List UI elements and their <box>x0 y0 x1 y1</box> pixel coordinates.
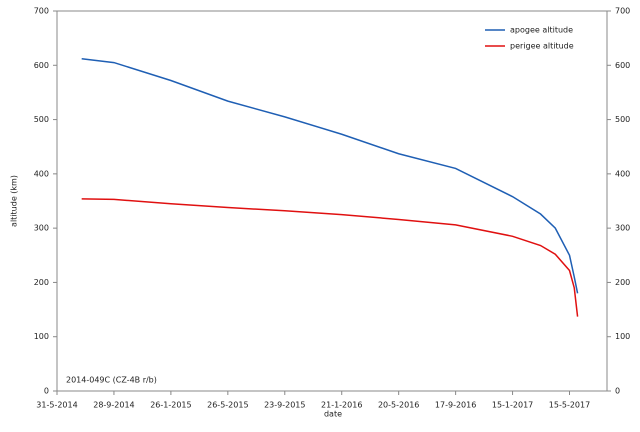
series-line <box>81 198 579 317</box>
x-tick-label: 26-5-2015 <box>207 401 248 410</box>
x-tick-label: 17-9-2016 <box>435 401 476 410</box>
y-tick-label: 500 <box>34 115 49 124</box>
x-tick-label: 15-1-2017 <box>492 401 533 410</box>
y-tick-label: 400 <box>34 169 49 178</box>
y-tick-label: 700 <box>34 7 49 16</box>
y-tick-label: 0 <box>44 387 49 396</box>
x-tick-label: 31-5-2014 <box>36 401 77 410</box>
y2-tick-label: 700 <box>615 7 630 16</box>
y2-tick-label: 200 <box>615 278 630 287</box>
x-tick-label: 21-1-2016 <box>321 401 362 410</box>
y2-tick-label: 100 <box>615 332 630 341</box>
x-tick-label: 23-9-2015 <box>264 401 305 410</box>
y2-tick-label: 0 <box>615 387 620 396</box>
annotation: 2014-049C (CZ-4B r/b) <box>66 376 157 385</box>
legend-label: perigee altitude <box>510 42 574 51</box>
x-axis-label: date <box>324 410 342 419</box>
y-tick-label: 300 <box>34 224 49 233</box>
legend-label: apogee altitude <box>510 26 573 35</box>
x-tick-label: 26-1-2015 <box>150 401 191 410</box>
y2-tick-label: 400 <box>615 169 630 178</box>
y-axis-label: altitude (km) <box>10 175 19 227</box>
y-tick-label: 100 <box>34 332 49 341</box>
y2-tick-label: 600 <box>615 61 630 70</box>
y2-tick-label: 300 <box>615 224 630 233</box>
y-tick-label: 600 <box>34 61 49 70</box>
x-tick-label: 15-5-2017 <box>549 401 590 410</box>
series-line <box>81 58 579 294</box>
y-tick-label: 200 <box>34 278 49 287</box>
x-tick-label: 20-5-2016 <box>378 401 419 410</box>
y2-tick-label: 500 <box>615 115 630 124</box>
plot-frame <box>56 10 608 392</box>
x-tick-label: 28-9-2014 <box>93 401 134 410</box>
